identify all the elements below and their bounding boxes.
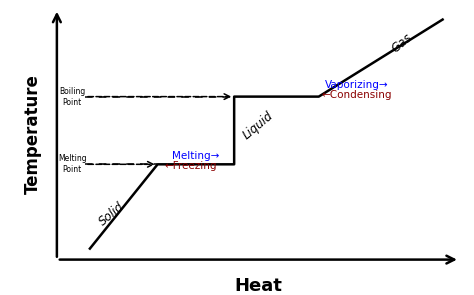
Text: Solid: Solid (96, 200, 127, 229)
Text: Gas: Gas (389, 30, 414, 55)
Text: Vaporizing→: Vaporizing→ (325, 80, 388, 90)
Text: Heat: Heat (234, 277, 283, 295)
Text: Temperature: Temperature (24, 74, 42, 194)
Text: Melting
Point: Melting Point (58, 154, 86, 174)
Text: ←Freezing: ←Freezing (165, 160, 218, 171)
Text: Melting→: Melting→ (172, 150, 219, 160)
Text: ←Condensing: ←Condensing (322, 90, 392, 100)
Text: Boiling
Point: Boiling Point (59, 86, 85, 107)
Text: Liquid: Liquid (240, 109, 276, 142)
